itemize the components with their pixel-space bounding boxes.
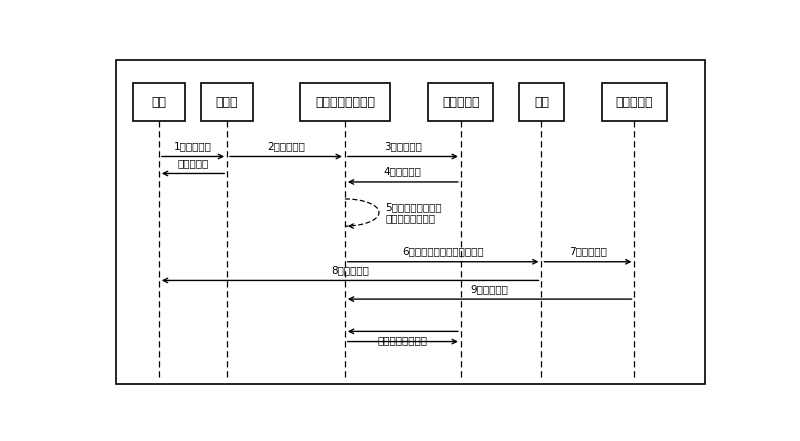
Text: 拒绝，返回: 拒绝，返回 bbox=[178, 158, 209, 168]
Text: 防火墙: 防火墙 bbox=[216, 96, 238, 108]
Text: 6、告知网关发布短信、彩信: 6、告知网关发布短信、彩信 bbox=[402, 247, 484, 256]
Bar bbox=[300, 83, 390, 121]
Bar bbox=[133, 83, 186, 121]
Text: 网关: 网关 bbox=[534, 96, 549, 108]
Bar bbox=[201, 83, 254, 121]
Text: 控制、管理、统计: 控制、管理、统计 bbox=[378, 335, 428, 345]
Text: 2、访问通过: 2、访问通过 bbox=[267, 141, 305, 151]
Text: 控制工作台: 控制工作台 bbox=[442, 96, 479, 108]
Text: 1、用户访问: 1、用户访问 bbox=[174, 141, 212, 151]
Text: 用户: 用户 bbox=[151, 96, 166, 108]
Text: 5、公示发布，排队
通知，处理、公告: 5、公示发布，排队 通知，处理、公告 bbox=[386, 202, 442, 223]
Text: 汽车共享系统平台: 汽车共享系统平台 bbox=[315, 96, 375, 108]
Text: 标识识别器: 标识识别器 bbox=[616, 96, 653, 108]
Bar bbox=[519, 83, 564, 121]
Bar bbox=[602, 83, 667, 121]
Text: 3、提交信息: 3、提交信息 bbox=[384, 141, 422, 151]
Text: 9、反馈信息: 9、反馈信息 bbox=[470, 284, 509, 294]
Text: 7、下发通知: 7、下发通知 bbox=[569, 247, 607, 256]
Text: 4、返回信息: 4、返回信息 bbox=[384, 167, 422, 176]
Bar bbox=[428, 83, 494, 121]
Text: 8、反馈信息: 8、反馈信息 bbox=[331, 265, 369, 275]
